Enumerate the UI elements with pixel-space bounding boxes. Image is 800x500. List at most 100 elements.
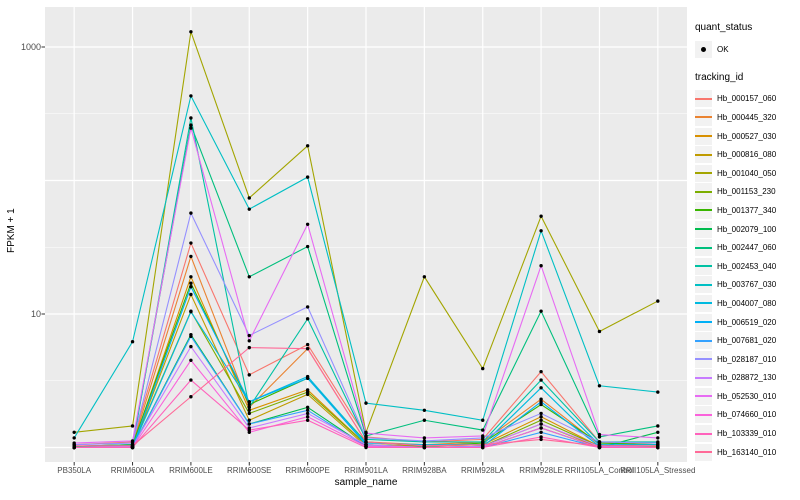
data-point	[247, 333, 251, 338]
data-point	[597, 432, 602, 437]
data-point	[130, 340, 135, 344]
data-point	[364, 440, 368, 444]
data-point	[247, 275, 251, 279]
data-point	[247, 345, 251, 350]
data-point	[539, 378, 543, 382]
point-marker-icon	[701, 46, 706, 52]
data-point	[539, 402, 543, 407]
x-tick-label: RRII105LA_Control	[565, 466, 635, 475]
legend-item-Hb_000816_080: Hb_000816_080	[695, 145, 799, 164]
data-point	[539, 415, 543, 419]
legend-item-Hb_001377_340: Hb_001377_340	[695, 201, 799, 220]
legend-key-line-icon	[695, 228, 712, 231]
legend-key-line-icon	[695, 265, 712, 268]
data-point	[656, 444, 660, 448]
data-point	[481, 428, 485, 432]
legend-key-box	[695, 387, 712, 405]
data-point	[539, 214, 543, 218]
y-tick-label-1000: 1000	[20, 41, 41, 52]
legend-item-label: Hb_006519_020	[717, 317, 777, 327]
legend-item-label: Hb_000157_060	[717, 94, 777, 104]
data-point	[247, 405, 251, 410]
x-tick-label: RRII105LA_Stressed	[620, 466, 695, 475]
data-point	[189, 254, 193, 259]
data-point	[189, 126, 193, 130]
data-point	[656, 430, 660, 434]
x-tick-label: PB350LA	[57, 466, 91, 475]
data-point	[364, 401, 368, 405]
data-point	[189, 334, 193, 339]
legend-tracking-id-items: Hb_000157_060 Hb_000445_320 Hb_000527_030 H…	[695, 90, 799, 462]
legend-key-line-icon	[695, 413, 712, 416]
data-point	[539, 309, 543, 313]
data-point	[305, 405, 310, 410]
legend-item-Hb_001153_230: Hb_001153_230	[695, 183, 799, 202]
data-point	[597, 444, 602, 448]
data-point	[305, 342, 310, 347]
legend-item-Hb_007681_020: Hb_007681_020	[695, 331, 799, 350]
legend-key-box	[695, 239, 712, 257]
x-tick-label: RRIM928LA	[461, 466, 505, 475]
legend-item-Hb_004007_080: Hb_004007_080	[695, 294, 799, 313]
legend-item-label: Hb_007681_020	[717, 336, 777, 346]
data-point	[422, 418, 427, 422]
legend-key-line-icon	[695, 358, 712, 361]
data-point	[364, 431, 368, 435]
data-point	[189, 30, 193, 34]
legend-item-Hb_006519_020: Hb_006519_020	[695, 313, 799, 332]
data-point	[189, 94, 193, 98]
legend-item-label: Hb_002447_060	[717, 243, 777, 253]
legend-key-box	[695, 257, 712, 275]
legend-item-Hb_000445_320: Hb_000445_320	[695, 108, 799, 127]
legend-key-box	[695, 406, 712, 424]
legend-item-Hb_000527_030: Hb_000527_030	[695, 127, 799, 146]
data-point	[189, 275, 193, 279]
data-point	[189, 358, 193, 362]
x-tick-label: RRIM928LE	[519, 466, 563, 475]
data-point	[189, 310, 193, 314]
data-point	[247, 422, 251, 426]
legend-key-line-icon	[695, 209, 712, 212]
data-point	[247, 428, 251, 432]
legend-item-Hb_052530_010: Hb_052530_010	[695, 387, 799, 406]
legend-key-line-icon	[695, 451, 712, 454]
x-axis-title: sample_name	[334, 477, 398, 488]
legend-item-label: Hb_002079_100	[717, 224, 777, 234]
legend-item-label: Hb_004007_080	[717, 298, 777, 308]
legend-item-label: Hb_103339_010	[717, 429, 777, 439]
legend-key-line-icon	[695, 339, 712, 342]
data-point	[597, 440, 602, 444]
data-point	[305, 408, 310, 412]
data-point	[539, 229, 543, 233]
legend-key-box	[695, 276, 712, 294]
data-point	[247, 411, 251, 416]
x-tick-label: RRIM928BA	[402, 466, 447, 475]
data-point	[539, 411, 543, 416]
y-axis-title: FPKM + 1	[6, 208, 17, 254]
legend-item-label: OK	[717, 44, 729, 54]
legend-item-Hb_002447_060: Hb_002447_060	[695, 238, 799, 257]
data-point	[539, 435, 543, 439]
data-point	[539, 400, 543, 404]
legend-key-line-icon	[695, 97, 712, 100]
data-point	[305, 244, 310, 249]
legend-key-line-icon	[695, 153, 712, 156]
legend-key-line-icon	[695, 395, 712, 398]
legend-key-line-icon	[695, 135, 712, 138]
data-point	[539, 397, 543, 401]
data-point	[481, 434, 485, 438]
data-point	[539, 386, 543, 390]
legend-key-line-icon	[695, 172, 712, 175]
data-point	[247, 373, 251, 377]
data-point	[481, 440, 485, 444]
data-point	[539, 437, 543, 442]
data-point	[130, 444, 135, 448]
legend-key-box	[695, 127, 712, 145]
data-point	[305, 346, 310, 351]
data-point	[247, 402, 251, 407]
legend-item-quant-ok: OK	[695, 40, 799, 59]
data-point	[364, 436, 368, 440]
data-point	[247, 408, 251, 412]
legend-key-box	[695, 108, 712, 126]
